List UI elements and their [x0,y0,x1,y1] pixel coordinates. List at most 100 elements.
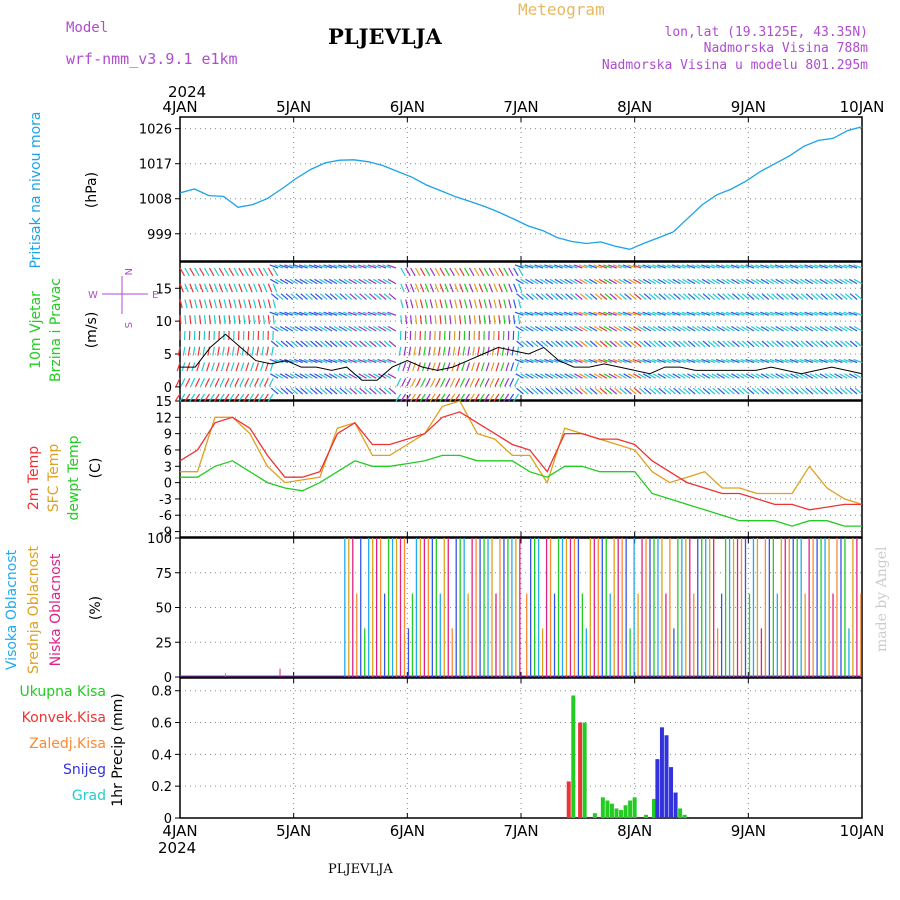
wind-barb [741,293,750,300]
wind-barb [414,299,419,309]
precip-bar [578,722,583,818]
wind-barb [633,325,642,332]
wind-barb [529,311,539,316]
wind-barb [215,362,220,372]
wind-barb [584,387,593,395]
wind-barb [300,293,308,300]
precip-bar [571,695,576,818]
wind-barb [184,283,189,293]
wind-barb [270,278,279,285]
wind-barb [755,264,765,269]
wind-barb [715,264,725,269]
wind-barb [702,340,711,348]
wind-barb [804,311,814,316]
wind-barb [731,373,740,379]
wind-barb [508,299,512,309]
wind-barb [648,340,657,348]
wind-barb [456,362,461,372]
wind-barb [444,315,447,325]
wind-barb [647,373,657,379]
wind-barb [829,278,838,285]
wind-barb [642,358,652,364]
wind-barb [298,264,308,269]
wind-barb [488,267,495,277]
wind-barb [624,340,632,348]
wind-barb [439,299,443,309]
wind-barb [349,340,358,348]
wind-barb [367,264,377,269]
wind-barb [790,340,799,348]
wind-barb [520,325,529,332]
wind-barb [844,278,853,285]
wind-barb [839,325,848,332]
wind-barb [781,387,789,395]
wind-barb [828,264,838,269]
wind-barb [838,264,848,269]
wind-barb [799,278,809,285]
wind-barb [478,267,485,277]
wind-barb [539,278,549,285]
wind-barb [774,311,784,316]
wind-barb [338,278,348,285]
wind-barb [549,311,559,316]
wind-barb [617,358,627,364]
wind-barb [378,278,387,285]
y-tick-label: 0 [164,477,172,492]
precip-bar [566,781,571,818]
wind-barb [339,293,348,300]
wind-barb [584,340,593,348]
wind-barb [200,377,206,387]
wind-barb [727,293,735,300]
wind-barb [262,393,269,402]
wind-barb [199,393,206,402]
wind-barb [671,264,681,269]
wind-barb [179,299,183,309]
wind-barb [593,325,603,332]
wind-barb [483,267,490,277]
wind-barb [544,278,554,285]
wind-barb [764,311,774,316]
wind-barb [653,387,662,395]
wind-barb [488,393,495,402]
wind-barb [678,293,686,300]
wind-barb [603,373,613,379]
wind-barb [623,373,632,379]
wind-barb [270,373,279,379]
wind-barb [633,373,642,379]
wind-barb [632,311,642,316]
wind-barb [692,340,701,348]
wind-barb [735,311,745,316]
wind-barb [459,299,463,309]
wind-barb [513,283,518,293]
wind-barb [732,293,740,300]
wind-barb [503,393,510,402]
y-tick-label: 0 [164,671,172,686]
wind-barb [464,267,470,277]
wind-barb [666,264,676,269]
precip-legend-1: Konvek.Kisa [22,710,106,726]
wind-barb [598,358,608,364]
wind-barb [254,377,260,387]
wind-barb [280,387,289,395]
wind-barb [751,387,760,395]
wind-barb [706,311,716,316]
wind-barb [468,267,475,277]
wind-barb [473,315,476,325]
wind-barb [790,293,799,300]
wind-barb [725,264,735,269]
wind-barb [358,325,367,332]
wind-barb [828,311,838,316]
wind-barb [549,373,559,379]
wind-barb [243,393,250,402]
wind-barb [387,311,397,316]
wind-barb [844,373,853,379]
wind-barb [339,340,348,348]
wind-barb [558,358,568,364]
wind-barb [295,293,304,300]
wind-barb [204,267,210,277]
time-label-top: 7JAN [503,98,538,116]
wind-barb [343,264,352,269]
wind-barb [364,293,372,300]
wind-barb [280,293,289,300]
wind-barb [219,377,225,387]
